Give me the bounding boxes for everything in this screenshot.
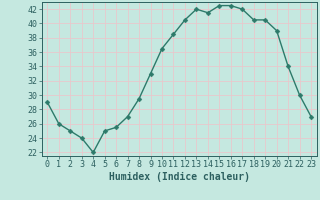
X-axis label: Humidex (Indice chaleur): Humidex (Indice chaleur) <box>109 172 250 182</box>
